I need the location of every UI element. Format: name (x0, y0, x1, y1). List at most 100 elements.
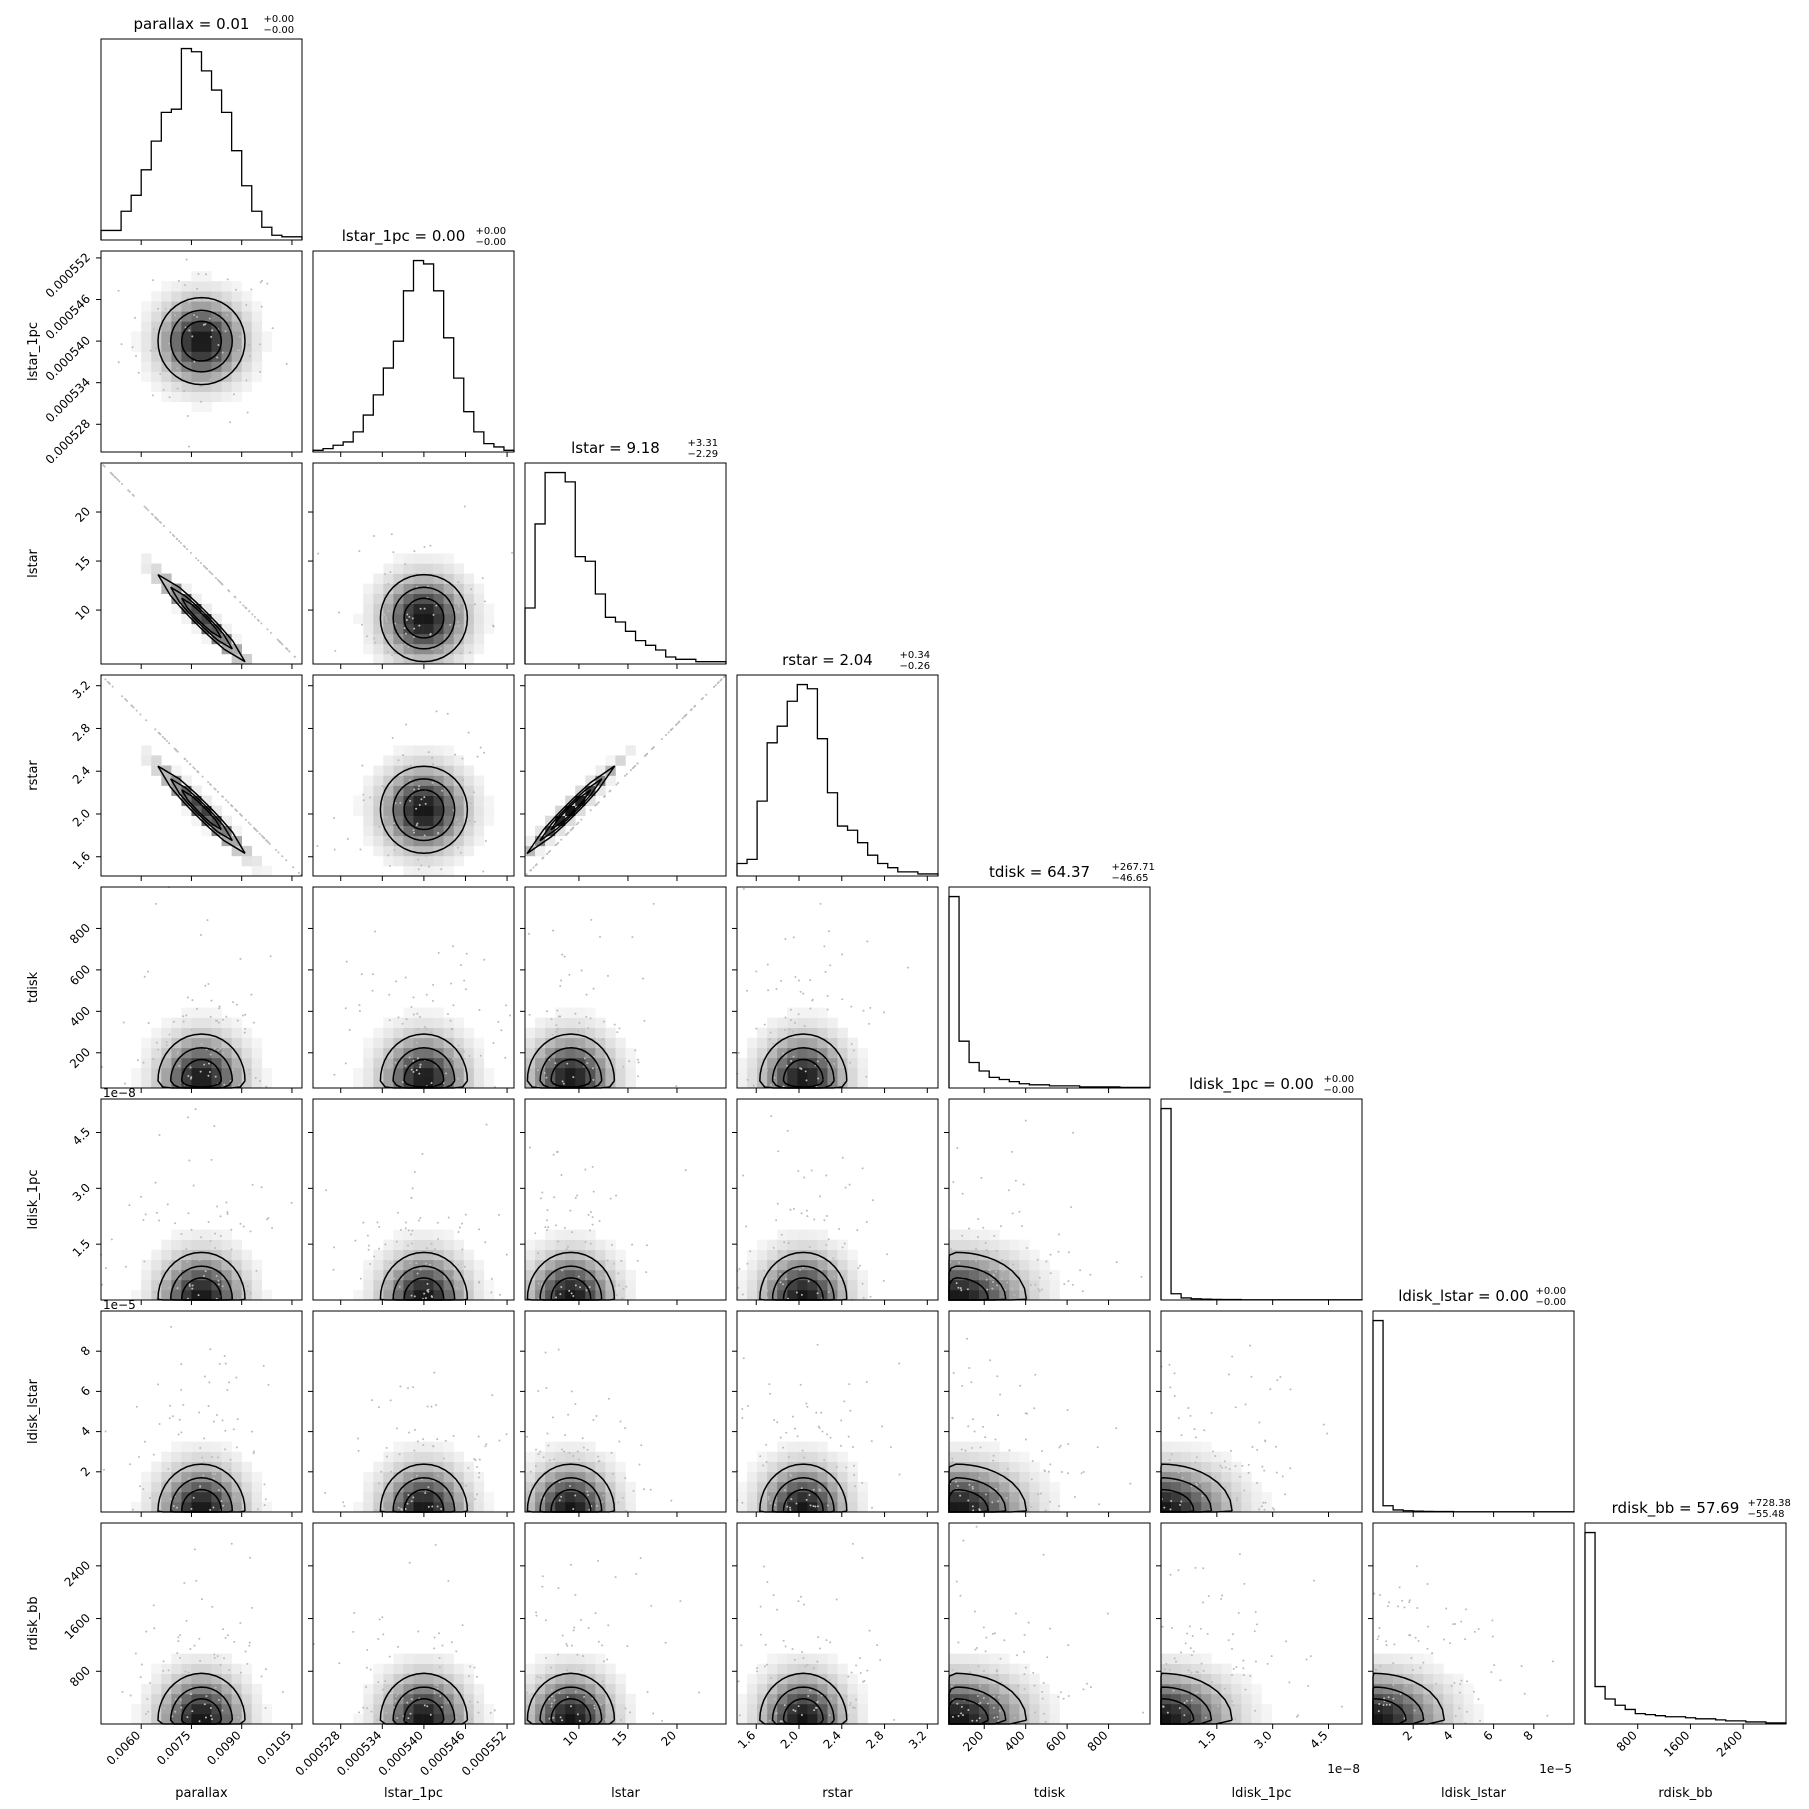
density-cell (413, 633, 424, 645)
contour-line (526, 765, 616, 855)
contour-line (550, 789, 592, 831)
scatter-point (589, 1242, 592, 1245)
scatter-point (143, 505, 146, 508)
density-cell (525, 1289, 536, 1301)
scatter-point (601, 1038, 604, 1041)
scatter-point (555, 843, 558, 846)
scatter-point (147, 509, 150, 512)
scatter-point (591, 1216, 594, 1219)
hist-panel-tdisk: tdisk = 64.37 +267.71−46.65 (948, 862, 1155, 1093)
density-cell (141, 331, 152, 342)
scatter-point (1037, 1493, 1040, 1496)
scatter-point (214, 1019, 217, 1022)
density-cell (171, 1663, 182, 1675)
scatter-point (422, 578, 425, 581)
scatter-point (773, 1698, 776, 1701)
scatter-point (118, 480, 121, 483)
density-cell (615, 1037, 626, 1049)
scatter-point (950, 1685, 953, 1688)
scatter-point (544, 1054, 547, 1057)
scatter-point (805, 1468, 808, 1471)
scatter-point (527, 1490, 530, 1493)
density-cell (807, 1027, 818, 1039)
scatter-point (839, 1079, 842, 1082)
scatter-point (232, 1001, 235, 1004)
scatter-point (557, 1240, 560, 1243)
density-cell (525, 1269, 536, 1281)
scatter-point (766, 963, 769, 966)
density-cell (807, 1501, 818, 1513)
scatter-point (671, 727, 674, 730)
scatter-point (113, 475, 116, 478)
density-cell (807, 1663, 818, 1675)
scatter-point (408, 779, 411, 782)
scatter-point (478, 1471, 481, 1474)
density-cell (807, 1077, 818, 1089)
scatter-point (261, 835, 264, 838)
scatter-point (1379, 1594, 1382, 1597)
scatter-point (570, 1705, 573, 1708)
scatter-point (478, 1281, 481, 1284)
scatter-point (437, 951, 440, 954)
scatter-point (154, 516, 157, 519)
density-cell (413, 1269, 424, 1281)
scatter-point (385, 1285, 388, 1288)
scatter-point (737, 1286, 740, 1289)
scatter-point (996, 1674, 999, 1677)
density-cell (1039, 1289, 1050, 1301)
density-cell (363, 603, 374, 615)
density-cell (989, 1501, 1000, 1513)
density-cell (473, 835, 485, 847)
scatter-point (155, 1211, 158, 1214)
density-cell (373, 1481, 384, 1493)
density-cell (221, 391, 232, 403)
density-cell (443, 775, 454, 786)
density-cell (949, 1481, 960, 1493)
density-cell (403, 1653, 414, 1664)
density-cell (463, 1289, 475, 1301)
density-cell (433, 865, 444, 877)
scatter-point (809, 1689, 812, 1692)
scatter-point (440, 1508, 443, 1511)
scatter-point (157, 1283, 160, 1286)
scatter-point (407, 1494, 410, 1497)
scatter-point (1178, 1707, 1181, 1710)
scatter-point (839, 1503, 842, 1506)
scatter-point (1269, 1388, 1272, 1391)
scatter-point (962, 1714, 965, 1717)
scatter-point (954, 1254, 957, 1257)
density-cell (463, 805, 475, 816)
density-cell (787, 1259, 798, 1271)
density-cell (241, 321, 253, 332)
density-cell (1251, 1713, 1262, 1725)
scatter-point (849, 1409, 852, 1412)
density-cell (979, 1501, 990, 1513)
scatter-point (1326, 1432, 1329, 1435)
scatter-point (383, 831, 386, 834)
density-cell (585, 1057, 596, 1069)
scatter-point (1115, 1261, 1118, 1264)
density-cell (423, 1491, 434, 1503)
scatter-point (1045, 1260, 1048, 1263)
density-cell (827, 1037, 838, 1049)
scatter-point (410, 1068, 413, 1071)
scatter-point (531, 1693, 534, 1696)
density-cell (463, 1461, 475, 1473)
density-cell (383, 755, 394, 766)
density-cell (423, 653, 434, 665)
scatter-point (1010, 1695, 1013, 1698)
density-cell (1251, 1491, 1262, 1503)
scatter-point (244, 1650, 247, 1653)
scatter-point (275, 849, 278, 852)
scatter-point (216, 578, 219, 581)
scatter-point (468, 819, 471, 822)
density-cell (1231, 1501, 1242, 1513)
density-cell (787, 1239, 798, 1251)
scatter-point (285, 859, 288, 862)
density-cell (989, 1229, 1000, 1240)
density-cell (959, 1471, 970, 1483)
scatter-point (779, 1273, 782, 1276)
scatter-point (190, 1028, 193, 1031)
scatter-point (861, 1481, 864, 1484)
